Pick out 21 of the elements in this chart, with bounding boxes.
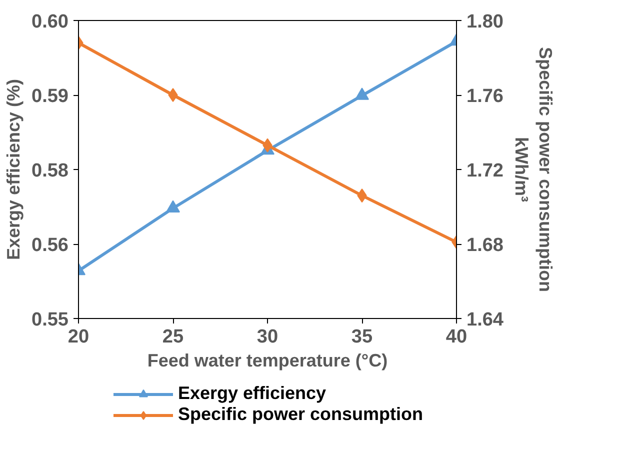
y2-tick-label: 1.76 xyxy=(466,86,504,107)
y-tick-label: 0.58 xyxy=(32,160,69,182)
y-tick-label: 0.55 xyxy=(32,310,69,330)
x-tick-label: 20 xyxy=(68,326,90,348)
y2-tick-label: 1.68 xyxy=(466,235,504,256)
y2-tick-label: 1.72 xyxy=(466,160,504,182)
y2-axis-title: Specific power consumption kWh/m³ xyxy=(511,46,556,292)
y-tick-label: 0.59 xyxy=(32,86,69,107)
y2-tick-label: 1.80 xyxy=(466,12,504,32)
legend-label: Exergy efficiency xyxy=(178,383,326,404)
x-tick-label: 40 xyxy=(446,326,468,348)
x-axis-title: Feed water temperature (°C) xyxy=(147,350,388,370)
y-axis-title: Exergy efficiency (%) xyxy=(4,78,24,260)
x-tick-label: 30 xyxy=(256,326,278,348)
y2-tick-label: 1.64 xyxy=(466,310,504,330)
y-tick-label: 0.60 xyxy=(32,12,69,32)
x-tick-label: 25 xyxy=(162,326,184,348)
y-tick-label: 0.56 xyxy=(32,235,69,256)
legend-label: Specific power consumption xyxy=(178,404,424,425)
point xyxy=(168,88,178,102)
x-tick-label: 35 xyxy=(351,326,373,348)
